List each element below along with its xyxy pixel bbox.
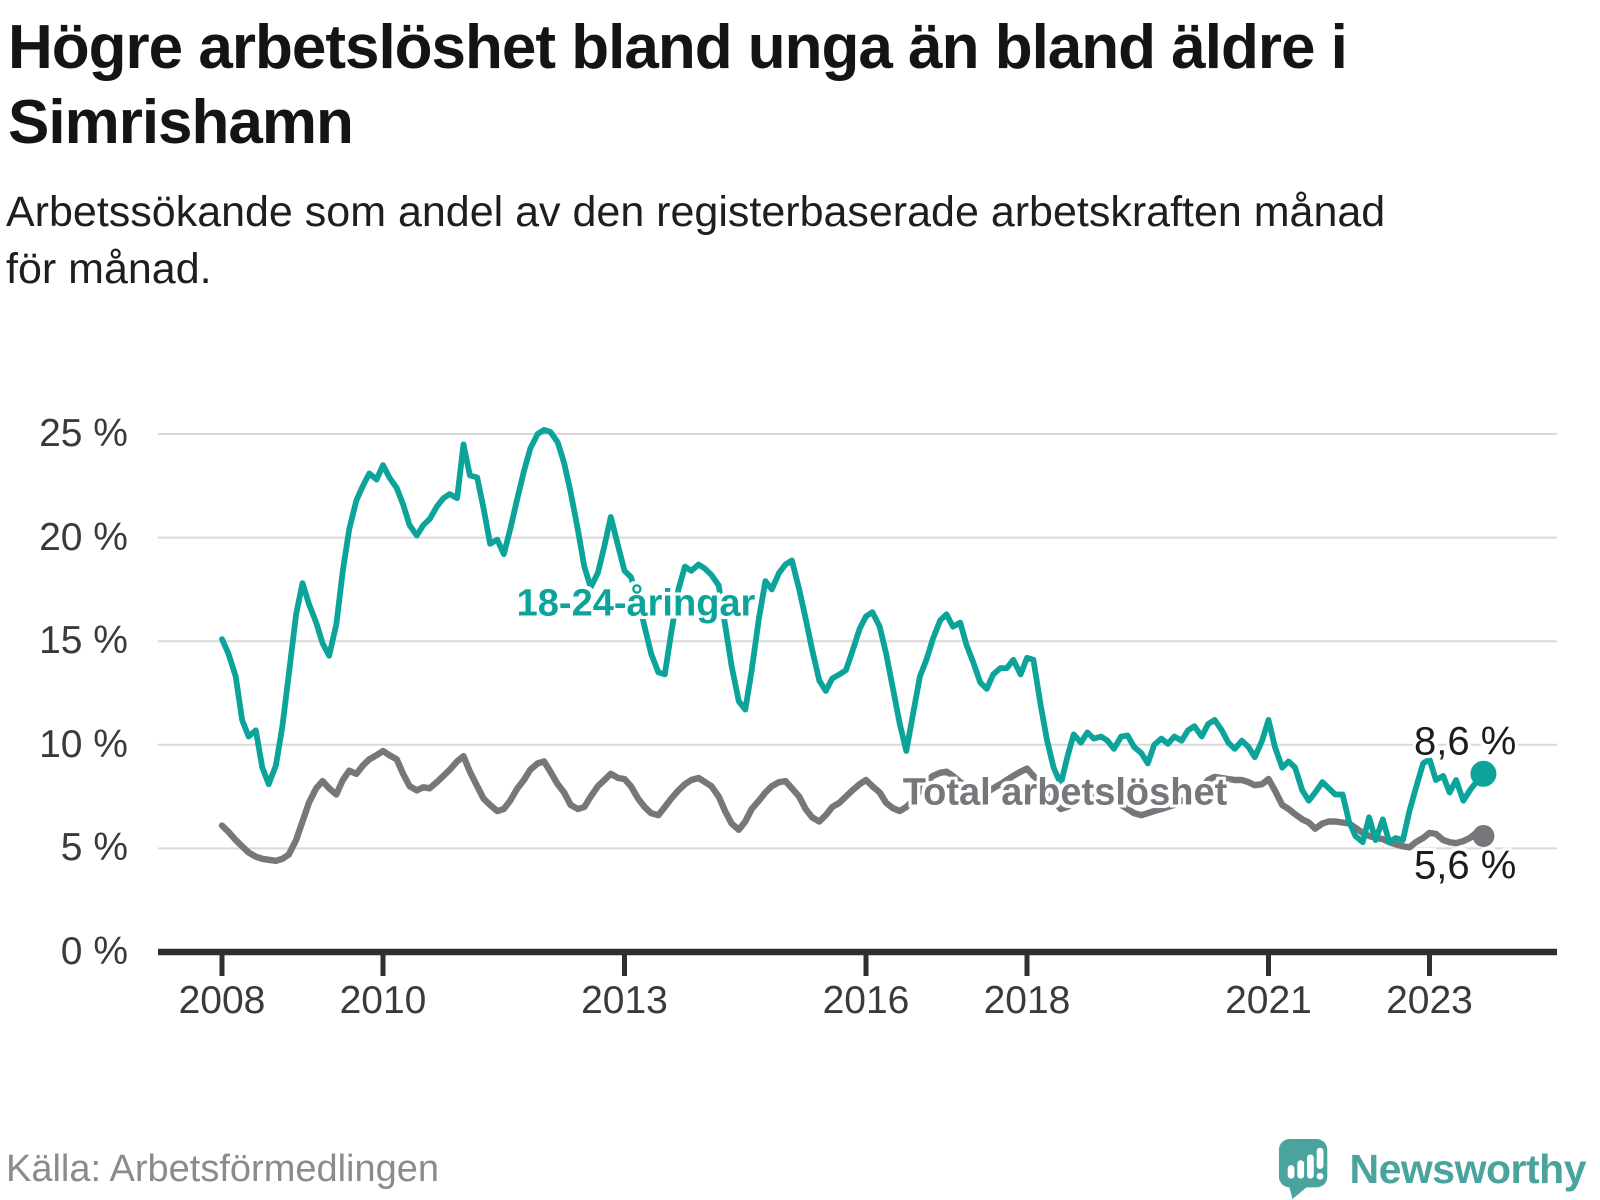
y-tick-label: 10 % (39, 722, 128, 766)
x-tick-label: 2008 (178, 979, 266, 1022)
series-label-youth: 18-24-åringar (516, 582, 756, 625)
source-note: Källa: Arbetsförmedlingen (6, 1148, 440, 1190)
page-title-line1: Högre arbetslöshet bland unga än bland ä… (8, 13, 1348, 82)
x-tick-label: 2013 (581, 979, 668, 1022)
series-line-total (218, 747, 1487, 864)
y-tick-label: 25 % (39, 412, 128, 455)
chart-subtitle-line2: för månad. (6, 245, 212, 293)
series-end-dot-youth (1470, 760, 1497, 787)
x-axis (158, 948, 1557, 976)
x-tick-label: 2023 (1386, 979, 1473, 1022)
y-tick-label: 5 % (60, 826, 128, 870)
x-tick-label: 2016 (822, 979, 910, 1022)
x-tick-label: 2018 (983, 979, 1071, 1022)
chart-subtitle: Arbetssökande som andel av den registerb… (6, 184, 1551, 298)
newsworthy-logo: Newsworthy (1278, 1138, 1587, 1200)
x-tick-label: 2010 (339, 979, 427, 1022)
series-label-total: Total arbetslöshet (902, 771, 1228, 814)
series-lines (218, 426, 1497, 864)
chart-subtitle-line1: Arbetssökande som andel av den registerb… (6, 188, 1386, 236)
gridlines (158, 433, 1557, 850)
end-value-label-youth: 8,6 % (1414, 719, 1517, 764)
series-line-youth (219, 426, 1487, 846)
end-value-label-total: 5,6 % (1414, 843, 1517, 888)
x-tick-label: 2021 (1225, 979, 1312, 1022)
newsworthy-speech-bubble-chart-icon (1278, 1139, 1327, 1199)
y-tick-label: 20 % (39, 515, 128, 559)
page-title: Högre arbetslöshet bland unga än bland ä… (8, 10, 1553, 160)
y-tick-label: 15 % (39, 619, 128, 663)
brand-name: Newsworthy (1349, 1145, 1587, 1192)
series-end-dot-total (1472, 824, 1495, 847)
page-title-line2: Simrishamn (8, 88, 354, 157)
y-tick-label: 0 % (60, 930, 128, 973)
